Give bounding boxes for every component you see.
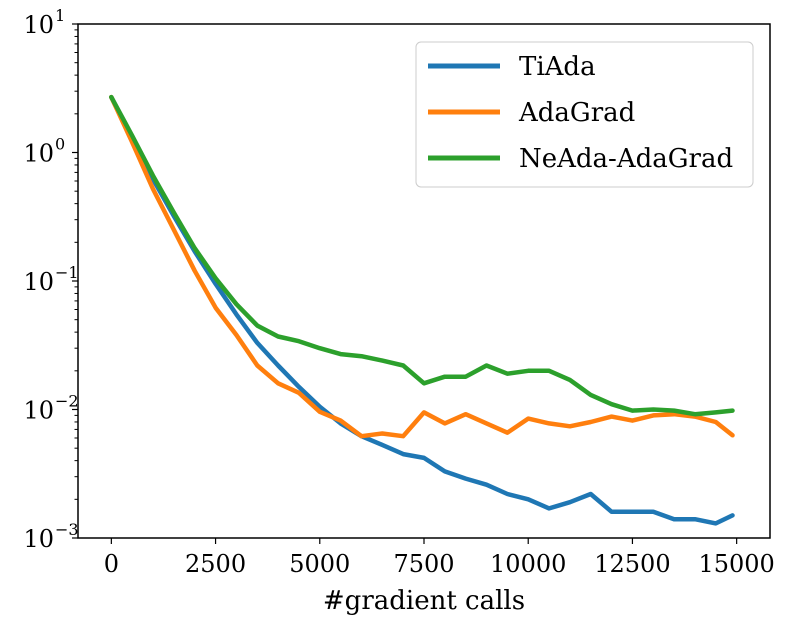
y-tick-exponent: 1 (55, 6, 65, 25)
legend-label-adagrad: AdaGrad (518, 98, 635, 128)
series-line-adagrad (109, 94, 735, 439)
series-line-neada-adagrad (109, 94, 735, 417)
y-tick-exponent: −3 (55, 520, 79, 539)
y-tick-label: 10 (23, 140, 54, 168)
x-axis: 0 2500 5000 7500 10000 12500 15000 (104, 538, 775, 578)
x-axis-title: #gradient calls (323, 586, 525, 616)
y-tick-exponent: 0 (55, 135, 65, 154)
legend: TiAda AdaGrad NeAda-AdaGrad (415, 41, 754, 188)
legend-label-neada-adagrad: NeAda-AdaGrad (519, 144, 733, 174)
y-tick-label: 10 (23, 268, 54, 296)
x-tick-label: 0 (104, 550, 119, 578)
x-tick-label: 2500 (185, 550, 246, 578)
y-tick-exponent: −1 (55, 263, 79, 282)
y-tick-label: 10 (23, 525, 54, 553)
x-tick-label: 15000 (698, 550, 774, 578)
y-tick-exponent: −2 (55, 392, 79, 411)
x-tick-label: 10000 (490, 550, 566, 578)
legend-label-tiada: TiAda (519, 52, 596, 82)
x-tick-label: 7500 (393, 550, 454, 578)
series-line-tiada (109, 94, 735, 526)
x-tick-label: 12500 (594, 550, 670, 578)
y-tick-label: 10 (23, 11, 54, 39)
y-tick-label: 10 (23, 397, 54, 425)
legend-box (415, 41, 754, 188)
x-tick-label: 5000 (289, 550, 350, 578)
series-lines (109, 94, 735, 526)
